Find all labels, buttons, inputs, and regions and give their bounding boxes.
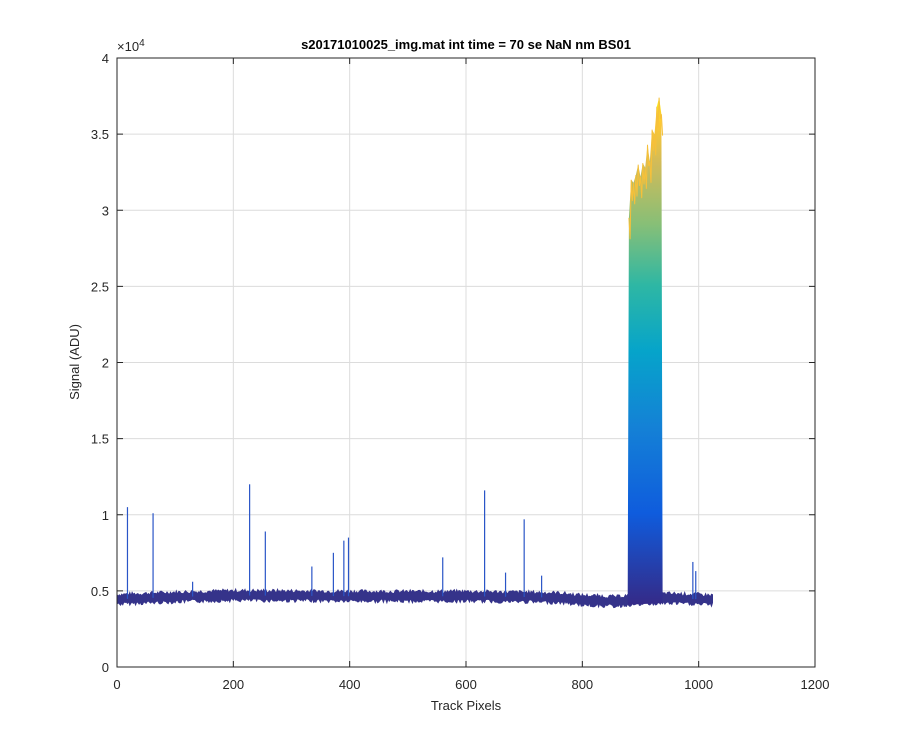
peak-top-edge: [628, 97, 664, 240]
y-tick-label: 4: [102, 51, 109, 66]
y-axis-label: Signal (ADU): [67, 324, 82, 400]
baseline-series: [116, 587, 713, 609]
x-tick-label: 800: [571, 677, 593, 692]
y-tick-label: 0: [102, 660, 109, 675]
y-tick-label: 2: [102, 356, 109, 371]
y-exponent-label: ×104: [117, 38, 145, 54]
x-tick-label: 0: [113, 677, 120, 692]
y-tick-label: 1: [102, 508, 109, 523]
x-axis-label: Track Pixels: [431, 698, 502, 713]
y-tick-label: 2.5: [91, 279, 109, 294]
x-tick-label: 1000: [684, 677, 713, 692]
chart-title: s20171010025_img.mat int time = 70 se Na…: [301, 37, 631, 52]
x-tick-label: 1200: [801, 677, 830, 692]
y-axis-ticks: 0 0.5 1 1.5 2 2.5 3 3.5 4: [91, 51, 815, 675]
y-tick-label: 0.5: [91, 584, 109, 599]
y-tick-label: 1.5: [91, 432, 109, 447]
plot-area: [116, 97, 713, 609]
y-tick-label: 3.5: [91, 127, 109, 142]
grid: [117, 58, 815, 667]
x-axis-ticks: 0 200 400 600 800 1000 1200: [113, 58, 829, 692]
x-tick-label: 200: [222, 677, 244, 692]
x-tick-label: 400: [339, 677, 361, 692]
y-tick-label: 3: [102, 203, 109, 218]
x-tick-label: 600: [455, 677, 477, 692]
peak-band: [627, 97, 663, 605]
